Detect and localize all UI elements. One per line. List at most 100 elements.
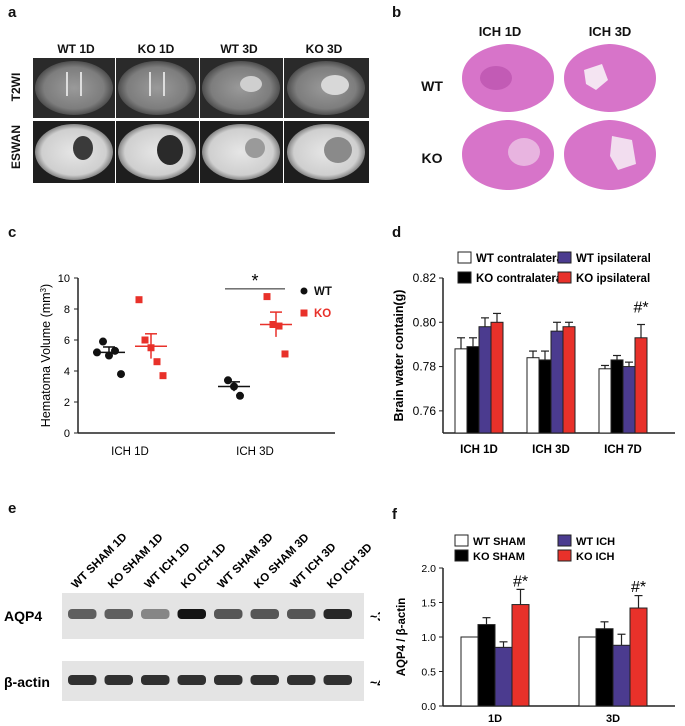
legend-label: KO ipsilateral	[576, 273, 650, 285]
data-point-KO	[153, 358, 161, 366]
band-actin	[68, 675, 97, 685]
bar-wt-sham	[460, 636, 479, 707]
bar-wt-contralateral	[454, 348, 468, 434]
legend-label: KO contralateral	[476, 273, 565, 285]
y-axis-label: AQP4 / β-actin	[396, 598, 408, 677]
bar-wt-ipsilateral	[550, 330, 564, 434]
band-aqp4	[104, 609, 133, 619]
legend-label-wt: WT	[314, 286, 332, 298]
legend-marker-wt	[300, 287, 308, 295]
band-aqp4	[323, 609, 352, 619]
panel-c-label: c	[8, 224, 17, 241]
y-tick-label: 0	[64, 428, 70, 440]
bar-ko-contralateral	[610, 359, 624, 434]
bar-ko-ich	[629, 607, 648, 707]
data-point-WT	[111, 346, 119, 355]
x-tick-label: ICH 1D	[460, 444, 498, 456]
band-actin	[177, 675, 206, 685]
bar-ko-contralateral	[538, 359, 552, 434]
he-stained-sections	[462, 44, 656, 190]
legend-label: KO ICH	[576, 551, 615, 563]
mri-eswan-wt1d	[33, 121, 115, 183]
x-tick-label: 1D	[488, 713, 502, 725]
data-point-KO	[141, 336, 149, 344]
band-actin	[250, 675, 279, 685]
legend-label: KO SHAM	[473, 551, 525, 563]
he-section-ko-ich3d	[564, 120, 656, 190]
legend-swatch	[557, 251, 572, 264]
data-point-KO	[135, 296, 143, 304]
data-point-KO	[275, 322, 283, 330]
bar-wt-ich	[612, 644, 631, 707]
y-tick-label: 4	[64, 366, 70, 378]
band-actin	[323, 675, 352, 685]
data-point-KO	[159, 372, 167, 380]
data-point-KO	[263, 293, 271, 301]
panel-a-row-t2wi: T2WI	[9, 72, 23, 102]
y-tick-label: 2	[64, 397, 70, 409]
panel-b-row-ko: KO	[421, 150, 443, 166]
y-tick-label: 0.82	[413, 271, 437, 285]
chart-f-aqp4-ratio: 0.0 0.5 1.0 1.5 2.0 AQP4 / β-actin 1D 3D #* #* WT …	[396, 534, 675, 725]
legend-swatch	[557, 549, 572, 562]
y-axis-label-sup: 3	[39, 287, 48, 292]
legend-swatch	[454, 534, 469, 547]
panel-a-row-eswan: ESWAN	[9, 125, 23, 170]
mri-eswan-wt3d	[200, 121, 283, 183]
bar-ko-ipsilateral	[562, 326, 576, 434]
panel-b-row-wt: WT	[421, 78, 443, 94]
x-tick-label: ICH 3D	[236, 446, 274, 458]
bar-ko-sham	[477, 624, 496, 707]
bar-ko-ipsilateral	[634, 337, 648, 434]
y-tick-label: 8	[64, 304, 70, 316]
y-tick-label: 0.76	[413, 404, 437, 418]
band-aqp4	[214, 609, 243, 619]
panel-f-label: f	[392, 506, 397, 523]
band-actin	[214, 675, 243, 685]
x-tick-label: ICH 7D	[604, 444, 642, 456]
bar-wt-contralateral	[598, 368, 612, 434]
mri-t2wi-ko3d	[284, 58, 369, 118]
y-tick-label: 0.0	[421, 701, 436, 713]
mri-images	[33, 58, 369, 183]
band-aqp4	[250, 609, 279, 619]
significance-star: *	[251, 271, 258, 291]
bar-ko-ich	[511, 604, 530, 707]
bar-wt-ich	[494, 646, 513, 707]
bar-ko-ipsilateral	[490, 321, 504, 434]
legend-swatch	[457, 251, 472, 264]
data-point-WT	[224, 376, 232, 385]
y-tick-label: 0.5	[421, 667, 436, 679]
mri-eswan-ko1d	[116, 121, 199, 183]
band-actin	[141, 675, 170, 685]
legend-label: WT ipsilateral	[576, 253, 651, 265]
y-tick-label: 6	[64, 335, 70, 347]
y-axis-label: Brain water contain(g)	[392, 290, 406, 422]
significance-mark: #*	[631, 579, 646, 596]
panel-a-col-ko1d: KO 1D	[137, 42, 175, 56]
chart-d-brain-water: 0.76 0.78 0.80 0.82 Brain water contain(g) IC…	[392, 251, 675, 456]
band-label: AQP4	[4, 608, 42, 624]
data-point-WT	[236, 391, 244, 400]
data-point-WT	[99, 337, 107, 346]
legend-label: WT contralateral	[476, 253, 566, 265]
band-aqp4	[68, 609, 97, 619]
panel-d-label: d	[392, 224, 402, 241]
mri-t2wi-wt3d	[200, 58, 283, 118]
band-aqp4	[177, 609, 206, 619]
legend-swatch	[557, 534, 572, 547]
x-tick-label: ICH 1D	[111, 446, 149, 458]
panel-a-col-ko3d: KO 3D	[305, 42, 343, 56]
data-point-KO	[281, 350, 289, 358]
panel-b-col-ich1d: ICH 1D	[478, 24, 522, 39]
band-label: β-actin	[4, 674, 50, 690]
panel-a-label: a	[8, 4, 17, 21]
significance-mark: #*	[513, 574, 528, 591]
bar-wt-ipsilateral	[622, 366, 636, 434]
panel-b-label: b	[392, 4, 402, 21]
panel-b-col-ich3d: ICH 3D	[588, 24, 632, 39]
band-actin	[104, 675, 133, 685]
chart-c-hematoma-volume: 0 2 4 6 8 10 Hematoma Volume (mm3) ICH 1D ICH 3D…	[39, 271, 335, 458]
bar-wt-contralateral	[526, 357, 540, 434]
